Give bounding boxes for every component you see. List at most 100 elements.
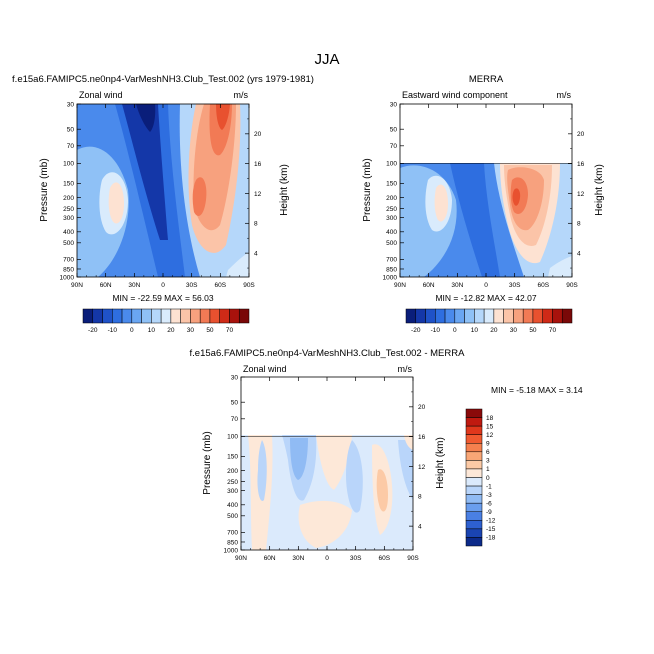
colorbar-swatch (209, 308, 220, 324)
x-tick-label: 0 (161, 282, 165, 289)
y2-tick-label: 16 (418, 434, 426, 441)
y-tick-label: 150 (63, 181, 74, 188)
y2-tick-label: 8 (577, 221, 581, 228)
y-tick-label: 850 (227, 539, 238, 546)
colorbar-label: 10 (148, 327, 156, 334)
y-tick-label: 150 (386, 181, 397, 188)
colorbar-label: -9 (486, 509, 492, 516)
y-tick-label: 700 (63, 257, 74, 264)
colorbar-swatch (465, 451, 483, 461)
field-contour-neg-core (122, 104, 168, 240)
y2-tick-label: 16 (577, 161, 585, 168)
panel-merra-field (400, 163, 572, 277)
y-tick-label: 300 (63, 215, 74, 222)
x-tick-label: 90N (71, 282, 83, 289)
panel-model-units: m/s (234, 90, 249, 100)
field-contour-neg-band (450, 163, 500, 277)
colorbar-swatch (465, 477, 483, 487)
colorbar-swatch (82, 308, 94, 324)
y-tick-label: 250 (227, 479, 238, 486)
y-tick-label: 200 (386, 195, 397, 202)
colorbar-swatch (199, 308, 211, 324)
panel-merra: MERRA Eastward wind component m/s 90N 60N… (362, 74, 605, 334)
colorbar-swatch (121, 308, 133, 324)
colorbar-swatch (229, 308, 240, 324)
y2-tick-label: 12 (254, 191, 262, 198)
x-tick-label: 90S (243, 282, 255, 289)
field-contour-pos-eq-upper (316, 435, 352, 490)
colorbar-label: 0 (486, 475, 490, 482)
colorbar-swatch (102, 308, 113, 324)
panel-diff-axes: 90N 60N 30N 0 30S 60S 90S 30 50 70 100 150 200 250 300… (224, 374, 426, 562)
panel-model-left-label: Zonal wind (79, 90, 123, 100)
colorbar-label: 50 (206, 327, 214, 334)
panel-model-ylabel: Pressure (mb) (39, 158, 50, 221)
panel-merra-left-label: Eastward wind component (402, 90, 508, 100)
y2-tick-label: 20 (254, 131, 262, 138)
colorbar-swatch (141, 308, 152, 324)
y-tick-label: 70 (67, 143, 75, 150)
y-tick-label: 200 (227, 468, 238, 475)
y-tick-label: 1000 (383, 274, 398, 281)
panel-model-axes: 90N 60N 30N 0 30S 60S 90S 30 50 70 100 150 200 250 300… (60, 101, 262, 289)
colorbar-label: -10 (431, 327, 441, 334)
colorbar-swatch (474, 308, 485, 324)
panel-merra-colorbar: -20 -10 0 10 20 30 50 70 (405, 308, 573, 334)
y-tick-label: 250 (63, 206, 74, 213)
y-tick-label: 500 (386, 240, 397, 247)
colorbar-label: -12 (486, 518, 496, 525)
colorbar-swatch (522, 308, 534, 324)
x-tick-label: 30S (509, 282, 521, 289)
y-tick-label: 400 (386, 229, 397, 236)
colorbar-swatch (112, 308, 123, 324)
y2-tick-label: 8 (254, 221, 258, 228)
colorbar-swatch (493, 308, 504, 324)
panel-model-field (77, 104, 249, 277)
field-contour-neg-30n-core (290, 438, 308, 480)
y-tick-label: 1000 (224, 547, 239, 554)
colorbar-label: 6 (486, 449, 490, 456)
panel-model: f.e15a6.FAMIPC5.ne0np4-VarMeshNH3.Club_T… (12, 74, 314, 334)
x-tick-label: 90S (407, 555, 419, 562)
colorbar-swatch (561, 308, 573, 324)
field-contour-neg-min (136, 104, 156, 132)
y-tick-label: 150 (227, 454, 238, 461)
panel-diff-ylabel: Pressure (mb) (202, 431, 213, 494)
colorbar-swatch (465, 434, 483, 444)
colorbar-swatch (483, 308, 495, 324)
panel-diff-y2label: Height (km) (435, 437, 446, 489)
y2-tick-label: 8 (418, 494, 422, 501)
y-tick-label: 100 (227, 434, 238, 441)
y-tick-label: 300 (386, 215, 397, 222)
panel-diff-title: f.e15a6.FAMIPC5.ne0np4-VarMeshNH3.Club_T… (190, 348, 466, 359)
y2-tick-label: 12 (577, 191, 585, 198)
x-tick-label: 30S (350, 555, 362, 562)
colorbar-swatch (170, 308, 181, 324)
field-contour-neg-30s (346, 440, 363, 513)
y-tick-label: 70 (231, 416, 239, 423)
colorbar-swatch (465, 502, 483, 512)
field-contour-polar-easterly (226, 252, 249, 277)
colorbar-label: -3 (486, 492, 492, 499)
colorbar-swatch (151, 308, 162, 324)
colorbar-swatch (552, 308, 563, 324)
colorbar-swatch (542, 308, 553, 324)
y-tick-label: 250 (386, 206, 397, 213)
colorbar-label: 30 (187, 327, 195, 334)
colorbar-label: 15 (486, 423, 494, 430)
field-contour-sh-jet-4 (216, 104, 230, 130)
field-contour-neg-west (257, 440, 267, 501)
colorbar-label: -10 (108, 327, 118, 334)
colorbar-swatch (465, 520, 483, 530)
y-tick-label: 700 (386, 257, 397, 264)
field-contour-sh-jet-core (512, 188, 521, 206)
colorbar-swatch (415, 308, 426, 324)
field-contour-pos-eq-lower (298, 500, 352, 548)
x-tick-label: 90N (394, 282, 406, 289)
colorbar-swatch (465, 528, 483, 538)
x-tick-label: 90N (235, 555, 247, 562)
colorbar-label: 50 (529, 327, 537, 334)
colorbar-swatch (444, 308, 456, 324)
x-tick-label: 60N (264, 555, 276, 562)
